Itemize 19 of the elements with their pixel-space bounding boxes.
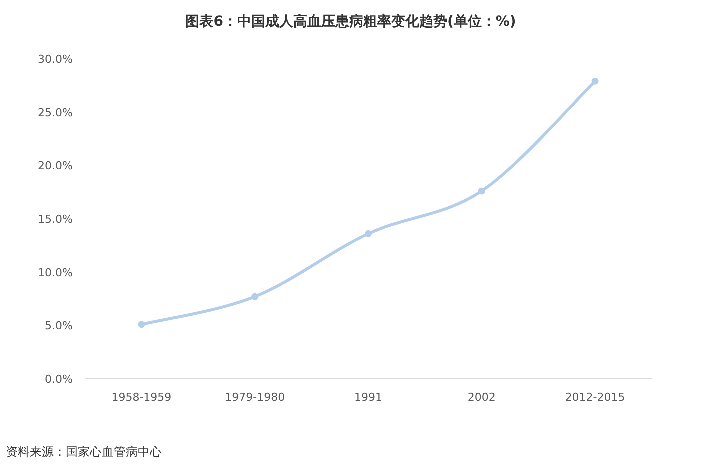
y-tick-label: 10.0% (38, 266, 73, 280)
x-tick-label: 1979-1980 (225, 391, 286, 404)
point (592, 78, 599, 85)
point (478, 188, 486, 195)
y-tick-label: 5.0% (45, 320, 73, 333)
x-tick-label: 2002 (468, 391, 496, 404)
y-tick-label: 20.0% (38, 160, 73, 173)
text: 资料来源：国家心血管病中心 (6, 445, 162, 459)
point (365, 230, 372, 238)
x-tick-label: 2012-2015 (565, 391, 626, 404)
point (252, 293, 259, 300)
x-tick-label: 1958-1959 (112, 391, 172, 404)
x-tick-label: 1991 (354, 391, 382, 404)
y-tick-label: 15.0% (38, 213, 73, 226)
point (138, 321, 146, 328)
chart-title: 图表6：中国成人高血压患病粗率变化趋势(单位：%) (186, 13, 516, 30)
y-tick-label: 30.0% (38, 53, 73, 66)
y-tick-label: 0.0% (45, 373, 73, 386)
y-tick-label: 25.0% (38, 106, 73, 120)
